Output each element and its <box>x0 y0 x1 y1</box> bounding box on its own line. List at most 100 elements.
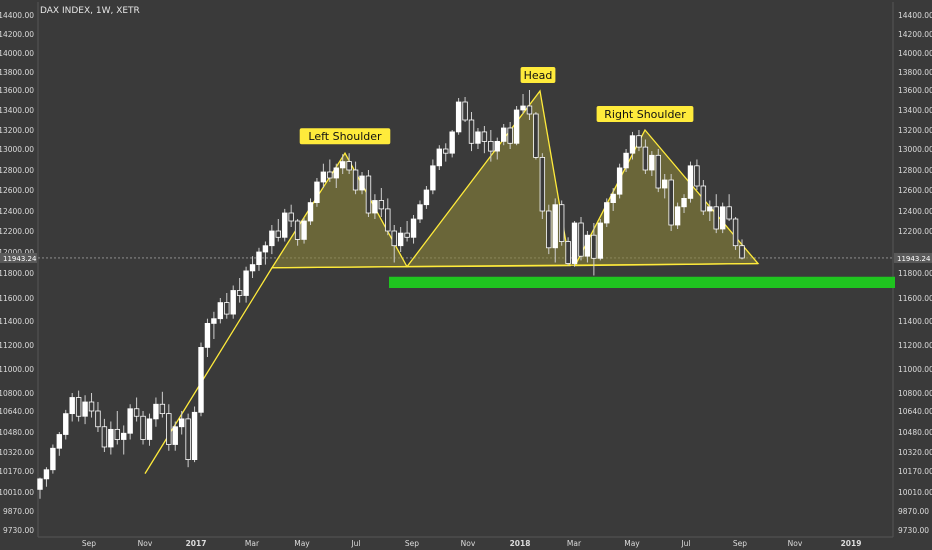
candle-body <box>668 179 674 226</box>
candle-body <box>288 212 294 222</box>
candle-body <box>50 447 56 471</box>
candle-body <box>687 165 694 199</box>
candle-body <box>327 171 333 179</box>
y-tick-label-right: 13400.00 <box>898 106 932 115</box>
candle-body <box>359 175 365 191</box>
candle-body <box>462 101 468 121</box>
candle-body <box>372 200 378 214</box>
y-tick-label-left: 9730.00 <box>3 526 34 535</box>
y-tick-label-right: 9730.00 <box>898 526 929 535</box>
candle-body <box>623 152 629 169</box>
candle-body <box>417 204 423 220</box>
candle-body <box>185 418 191 460</box>
candle-body <box>146 418 153 440</box>
x-tick-label: Mar <box>245 539 260 548</box>
candle-body <box>604 202 610 224</box>
x-tick-label: Sep <box>405 539 419 548</box>
candle-body <box>385 208 391 232</box>
candle-body <box>95 410 101 428</box>
candle-body <box>249 264 256 272</box>
annotation-label: Right Shoulder <box>604 108 686 121</box>
candle-body <box>301 220 307 240</box>
candle-body <box>88 401 95 412</box>
candle-body <box>224 302 230 315</box>
candle-body <box>436 148 443 167</box>
candle-body <box>236 290 243 296</box>
candle-body <box>82 401 88 417</box>
candle-body <box>204 322 211 348</box>
neckline <box>271 262 759 269</box>
y-tick-label-left: 14400.00 <box>0 11 34 20</box>
annotation-label-bg <box>299 128 391 145</box>
candle-body <box>732 218 739 247</box>
y-tick-label-right: 12800.00 <box>898 166 932 175</box>
candle-body <box>507 127 513 144</box>
y-tick-label-right: 14400.00 <box>898 11 932 20</box>
y-tick-label-right: 10480.00 <box>898 428 932 437</box>
candle-body <box>378 200 385 210</box>
x-tick-label: Nov <box>461 539 476 548</box>
candle-body <box>410 218 417 238</box>
candle-body <box>636 135 642 148</box>
price-tag-right-bg <box>894 252 932 263</box>
candle-body <box>127 408 133 434</box>
x-tick-label: 2017 <box>186 539 207 548</box>
x-tick-label: Mar <box>567 539 582 548</box>
candle-body <box>565 241 571 264</box>
candle-body <box>346 161 352 171</box>
candle-body <box>243 270 249 296</box>
y-tick-label-left: 12000.00 <box>0 248 34 257</box>
candle-body <box>307 202 314 222</box>
y-tick-label-right: 13000.00 <box>898 145 932 154</box>
annotation-label-bg <box>520 67 556 83</box>
y-tick-label-left: 14000.00 <box>0 49 34 58</box>
candle-body <box>597 222 604 259</box>
y-tick-label-left: 12600.00 <box>0 186 34 195</box>
y-tick-label-right: 11600.00 <box>898 294 932 303</box>
candle-body <box>211 318 217 324</box>
y-tick-label-right: 12600.00 <box>898 186 932 195</box>
candle-body <box>56 434 63 449</box>
candle-body <box>616 167 623 195</box>
candle-body <box>558 204 565 242</box>
candle-body <box>69 397 75 415</box>
y-tick-label-right: 9870.00 <box>898 507 929 516</box>
candle-body <box>494 140 500 152</box>
candle-body <box>217 302 224 320</box>
y-tick-label-left: 12200.00 <box>0 227 34 236</box>
y-tick-label-left: 11600.00 <box>0 294 34 303</box>
y-tick-label-right: 13600.00 <box>898 86 932 95</box>
candle-body <box>629 135 636 154</box>
y-tick-label-left: 13000.00 <box>0 145 34 154</box>
candle-body <box>133 408 140 417</box>
y-tick-label-left: 13400.00 <box>0 106 34 115</box>
candle-body <box>739 245 745 259</box>
candle-body <box>75 397 82 417</box>
candle-body <box>198 346 204 413</box>
price-tag-left-bg <box>0 252 37 263</box>
candle-body <box>140 415 146 440</box>
candle-body <box>591 234 597 259</box>
y-tick-label-right: 11200.00 <box>898 341 932 350</box>
y-tick-label-left: 9870.00 <box>3 507 34 516</box>
candle-body <box>114 428 120 440</box>
candle-body <box>443 148 449 154</box>
x-tick-label: May <box>624 539 640 548</box>
candle-body <box>262 245 269 253</box>
candle-body <box>526 105 533 115</box>
candle-body <box>713 206 719 230</box>
candle-body <box>256 251 262 266</box>
candle-body <box>159 403 166 415</box>
x-tick-label: Jul <box>350 539 360 548</box>
y-tick-label-right: 13800.00 <box>898 68 932 77</box>
candle-body <box>681 197 687 208</box>
candle-body <box>546 210 552 249</box>
candle-body <box>391 230 397 247</box>
y-tick-label-right: 12400.00 <box>898 207 932 216</box>
candle-body <box>501 127 507 142</box>
annotation-label-bg <box>596 106 694 122</box>
candle-body <box>539 156 546 212</box>
x-tick-label: Nov <box>138 539 153 548</box>
